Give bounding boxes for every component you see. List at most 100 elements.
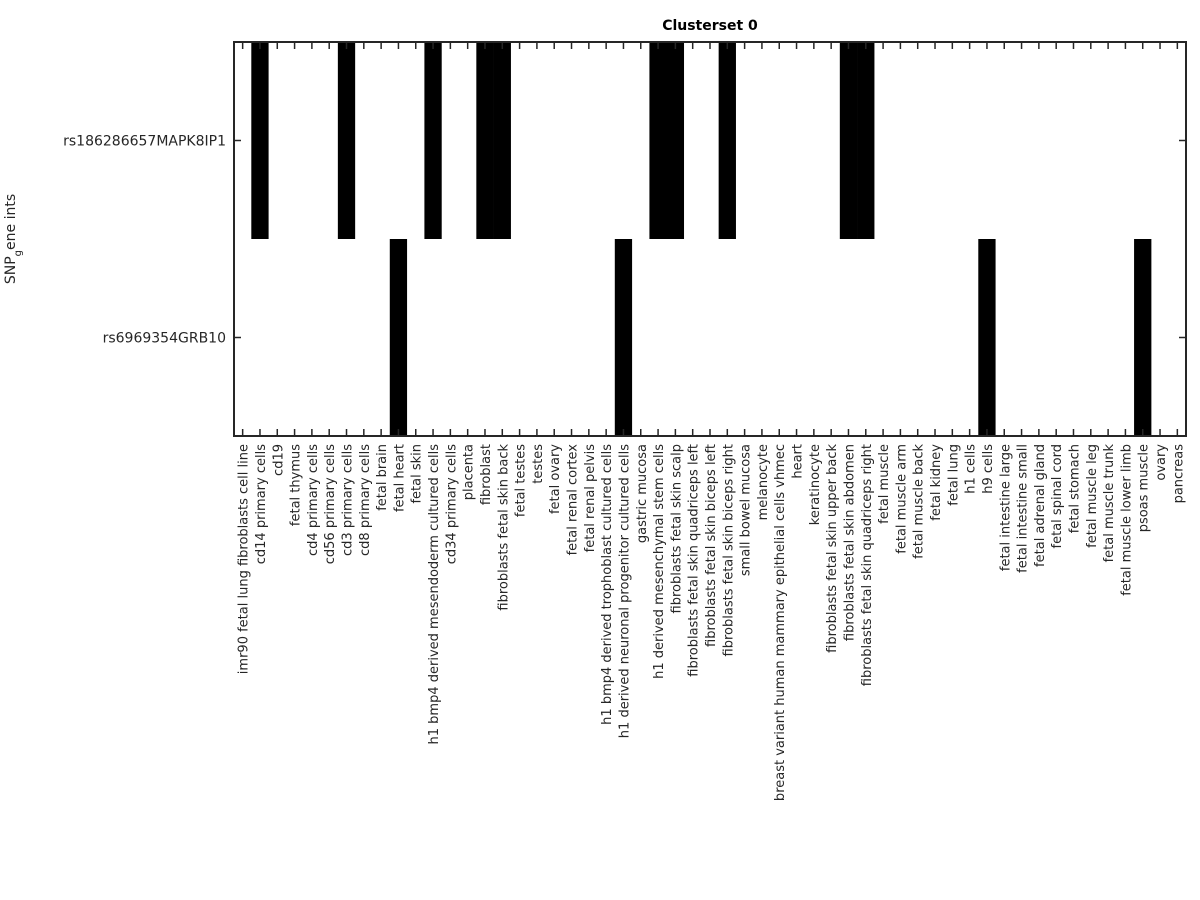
- heatmap-cell: [337, 239, 356, 436]
- y-axis-label-subscript: g: [13, 250, 24, 256]
- x-tick-label: fibroblasts fetal skin scalp: [669, 444, 684, 613]
- heatmap-cell: [459, 239, 477, 436]
- heatmap-cell: [372, 239, 391, 436]
- x-tick-label: cd3 primary cells: [341, 444, 356, 556]
- heatmap-cell: [666, 239, 685, 436]
- x-tick-label: fetal skin: [410, 444, 425, 504]
- y-tick-label: rs186286657MAPK8IP1: [63, 134, 226, 150]
- heatmap-cell: [735, 42, 754, 239]
- x-tick-label: fetal renal cortex: [566, 444, 581, 556]
- heatmap-cell: [995, 42, 1014, 239]
- x-tick-labels: imr90 fetal lung fibroblasts cell line cd…: [237, 444, 1187, 802]
- heatmap-cell: [632, 239, 650, 436]
- heatmap-cell: [787, 42, 806, 239]
- y-axis-label-main: SNP: [3, 256, 19, 284]
- heatmap-cell: [476, 42, 494, 239]
- heatmap-cell: [1047, 239, 1066, 436]
- heatmap-cell: [320, 239, 339, 436]
- heatmap-cell: [337, 42, 356, 239]
- x-tick-label: fetal muscle leg: [1085, 444, 1100, 548]
- x-tick-label: keratinocyte: [808, 444, 823, 525]
- heatmap-cell: [684, 239, 702, 436]
- heatmap-cell: [753, 239, 771, 436]
- x-tick-label: fetal muscle trunk: [1102, 444, 1117, 563]
- heatmap-cell: [1082, 239, 1100, 436]
- heatmap-cell: [874, 42, 893, 239]
- heatmap-cell: [1151, 42, 1169, 239]
- heatmap-cell: [649, 42, 668, 239]
- heatmap-cell: [1082, 42, 1100, 239]
- x-tick-label: fetal brain: [375, 444, 390, 511]
- heatmap-cell: [424, 239, 443, 436]
- x-tick-label: fetal intestine small: [1016, 444, 1031, 573]
- heatmap-cell: [787, 239, 806, 436]
- x-tick-label: fetal muscle lower limb: [1119, 444, 1134, 596]
- heatmap-cell: [684, 42, 702, 239]
- heatmap-cell: [268, 42, 287, 239]
- heatmap-cell: [1151, 239, 1169, 436]
- heatmap-cell: [562, 239, 581, 436]
- x-tick-label: fibroblasts fetal skin upper back: [825, 444, 840, 653]
- heatmap-cell: [978, 239, 996, 436]
- heatmap-cell: [424, 42, 443, 239]
- heatmap-cell: [1064, 239, 1083, 436]
- heatmap-cell: [268, 239, 287, 436]
- x-tick-label: fetal muscle back: [912, 444, 927, 559]
- heatmap-cell: [891, 42, 910, 239]
- heatmap-cell: [1030, 239, 1048, 436]
- heatmap-cell: [822, 239, 841, 436]
- heatmap-cell: [805, 239, 823, 436]
- heatmap-cell: [909, 42, 927, 239]
- heatmap-cell: [528, 239, 546, 436]
- x-tick-label: fetal spinal cord: [1050, 444, 1065, 548]
- heatmap-cell: [528, 42, 546, 239]
- heatmap-cell: [285, 42, 304, 239]
- x-tick-label: gastric mucosa: [635, 444, 650, 543]
- x-tick-label: fibroblasts fetal skin biceps right: [721, 444, 736, 656]
- x-tick-label: cd8 primary cells: [358, 444, 373, 556]
- x-tick-label: fibroblast: [479, 444, 494, 505]
- x-tick-label: ovary: [1154, 444, 1169, 481]
- x-tick-label: fetal ovary: [548, 444, 563, 514]
- heatmap-cell: [493, 239, 512, 436]
- heatmap-cell: [891, 239, 910, 436]
- x-tick-label: cd19: [271, 444, 286, 476]
- heatmap-cell: [303, 42, 321, 239]
- x-tick-label: h1 derived neuronal progenitor cultured …: [617, 444, 632, 738]
- heatmap-cell: [1134, 239, 1152, 436]
- heatmap-cell: [545, 42, 564, 239]
- heatmap-cell: [597, 42, 616, 239]
- y-axis-label: SNPgene ints: [3, 194, 24, 284]
- heatmap-cells: [234, 42, 1187, 436]
- heatmap-cell: [1012, 42, 1031, 239]
- x-tick-label: fetal stomach: [1067, 444, 1082, 533]
- heatmap-cell: [701, 42, 719, 239]
- x-tick-label: fetal renal pelvis: [583, 444, 598, 553]
- heatmap-cell: [1099, 239, 1118, 436]
- heatmap-cell: [857, 239, 875, 436]
- x-tick-label: h1 derived mesenchymal stem cells: [652, 444, 667, 679]
- heatmap-cell: [1099, 42, 1118, 239]
- heatmap-cell: [943, 42, 962, 239]
- y-tick-labels: rs186286657MAPK8IP1 rs6969354GRB10: [63, 134, 226, 347]
- heatmap-cell: [1030, 42, 1048, 239]
- heatmap-cell: [1116, 239, 1135, 436]
- x-tick-label: heart: [791, 444, 806, 479]
- heatmap-cell: [355, 239, 373, 436]
- heatmap-cell: [995, 239, 1014, 436]
- axis-ticks: [234, 42, 1186, 436]
- chart-title: Clusterset 0: [662, 18, 758, 34]
- heatmap-cell: [1134, 42, 1152, 239]
- heatmap-cell: [562, 42, 581, 239]
- x-tick-label: fibroblasts fetal skin quadriceps right: [860, 444, 875, 686]
- heatmap-cell: [701, 239, 719, 436]
- x-tick-label: fetal kidney: [929, 444, 944, 521]
- heatmap-cell: [355, 42, 373, 239]
- x-tick-label: h1 bmp4 derived trophoblast cultured cel…: [600, 444, 615, 725]
- x-tick-label: fetal heart: [392, 444, 407, 512]
- y-axis-label-rest: ene ints: [3, 194, 19, 250]
- heatmap-cell: [614, 239, 633, 436]
- heatmap-cell: [251, 239, 269, 436]
- heatmap-cell: [459, 42, 477, 239]
